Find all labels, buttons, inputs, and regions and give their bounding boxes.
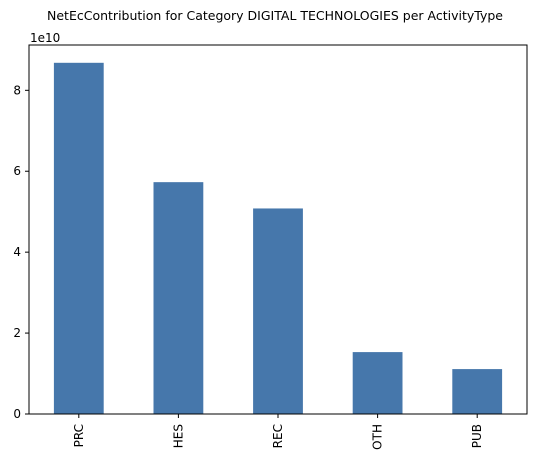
y-tick-label-8: 8 bbox=[13, 83, 21, 97]
bar-rec bbox=[253, 208, 303, 414]
plot-frame bbox=[28, 44, 528, 415]
x-tick-label-rec: REC bbox=[271, 424, 285, 448]
y-tick-label-4: 4 bbox=[13, 245, 21, 259]
y-axis-offset-label: 1e10 bbox=[30, 31, 60, 45]
x-tick-label-hes: HES bbox=[171, 424, 185, 448]
x-tick-label-pub: PUB bbox=[470, 424, 484, 448]
bar-prc bbox=[53, 62, 104, 415]
bar-pub bbox=[452, 369, 503, 414]
y-tick-label-6: 6 bbox=[13, 164, 21, 178]
axes-layer: PRC HES REC OTH PUB 0 2 4 6 8 bbox=[13, 44, 528, 450]
y-tick-label-2: 2 bbox=[13, 326, 21, 340]
bars-layer bbox=[53, 62, 503, 415]
y-tick-label-0: 0 bbox=[13, 407, 21, 421]
x-tick-label-oth: OTH bbox=[371, 424, 385, 450]
x-tick-label-prc: PRC bbox=[72, 424, 86, 447]
bar-hes bbox=[153, 182, 204, 414]
bar-oth bbox=[352, 352, 403, 414]
chart-title: NetEcContribution for Category DIGITAL T… bbox=[47, 8, 503, 23]
